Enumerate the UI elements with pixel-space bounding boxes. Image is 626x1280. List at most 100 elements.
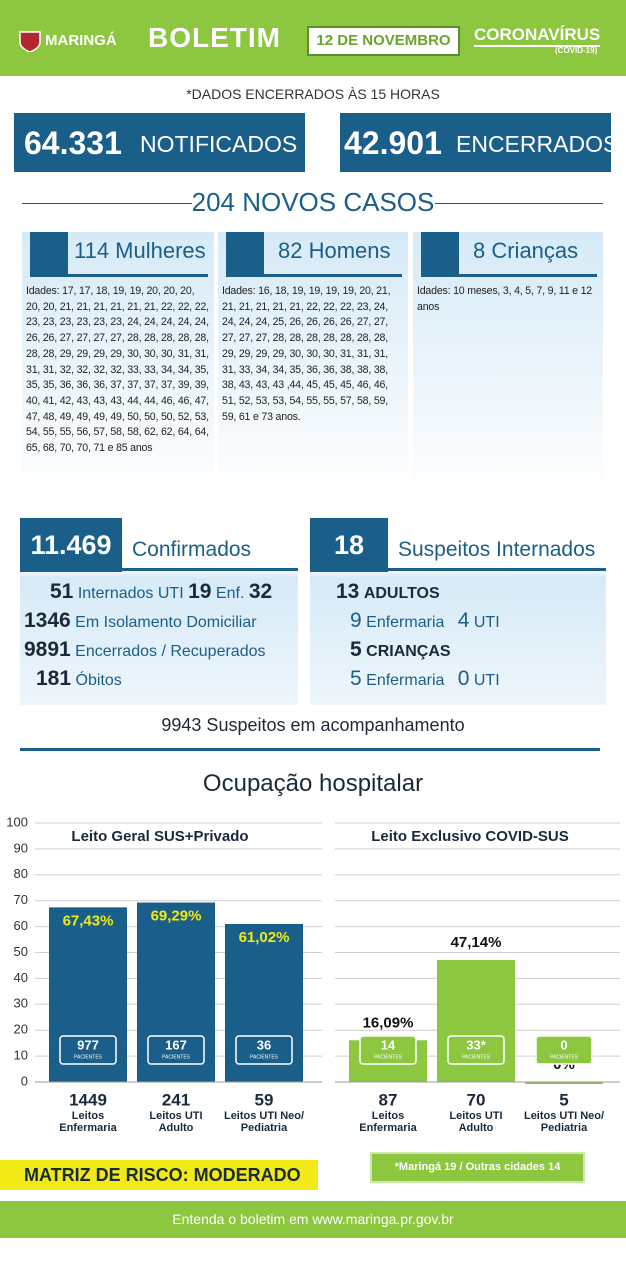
risk-level: MATRIZ DE RISCO: MODERADO — [0, 1160, 318, 1190]
y-tick-label: 20 — [14, 1022, 28, 1037]
patients-count: 977 — [77, 1037, 99, 1052]
group-title: 82 Homens — [278, 238, 391, 263]
suspects-value: 18 — [310, 518, 388, 572]
y-tick-label: 70 — [14, 892, 28, 907]
total-box: 42.901 ENCERRADOS — [340, 113, 618, 172]
x-tick-label: Leitos Enfermaria — [359, 1110, 417, 1134]
confirmed-row: 51 Internados UTI 19 Enf. 32 — [50, 580, 272, 604]
data-note: *DADOS ENCERRADOS ÀS 15 HORAS — [186, 86, 440, 102]
patients-caption: PACIENTES — [550, 1054, 579, 1060]
suspects-label: Suspeitos Internados — [398, 538, 596, 561]
total-label: NOTIFICADOS — [140, 131, 298, 157]
group-ages: Idades: 17, 17, 18, 19, 19, 20, 20, 20, … — [26, 285, 209, 455]
patients-box — [59, 1035, 117, 1065]
city-logo — [19, 31, 41, 52]
x-tick-label: Leitos UTI Adulto — [449, 1110, 503, 1134]
value-label: 47,14% — [451, 934, 502, 951]
man-icon — [226, 232, 264, 274]
bar — [525, 1082, 603, 1084]
count: 32 — [248, 580, 273, 603]
count: 19 — [188, 580, 212, 603]
group-title: 114 Mulheres — [74, 238, 206, 263]
rule — [388, 568, 606, 571]
group-card: 8 Crianças Idades: 10 meses, 3, 4, 5, 7, … — [413, 232, 603, 500]
count: 9891 — [24, 638, 71, 661]
rule — [122, 568, 298, 571]
count: 13 — [336, 580, 360, 603]
beds-count: 87 — [379, 1090, 398, 1109]
label: Enfermaria — [366, 672, 445, 689]
beds-count: 5 — [559, 1090, 568, 1109]
x-tick-label: Leitos UTI Adulto — [149, 1110, 203, 1134]
rule — [226, 274, 402, 277]
value-label: 67,43% — [63, 912, 114, 929]
label: UTI — [157, 585, 184, 602]
new-cases: 204 NOVOS CASOS — [191, 187, 435, 217]
value-label: 69,29% — [151, 908, 202, 925]
count: 181 — [36, 667, 72, 690]
y-tick-label: 80 — [14, 866, 28, 881]
topic: CORONAVÍRUS — [474, 25, 601, 47]
patients-count: 167 — [165, 1037, 187, 1052]
covid-note: *Maringá 19 / Outras cidades 14 — [370, 1152, 585, 1183]
y-tick-label: 100 — [6, 814, 28, 829]
group-card: 114 Mulheres Idades: 17, 17, 18, 19, 19, … — [22, 232, 214, 500]
y-tick-label: 30 — [14, 996, 28, 1011]
x-tick-label: Leitos Enfermaria — [59, 1110, 117, 1134]
y-tick-label: 50 — [14, 944, 28, 959]
beds-count: 70 — [467, 1090, 486, 1109]
rule — [421, 274, 597, 277]
group-title: 8 Crianças — [473, 238, 579, 263]
suspects-row: 5 Enfermaria 0 UTI — [350, 667, 500, 691]
group-ages: Idades: 16, 18, 19, 19, 19, 19, 20, 21, … — [222, 285, 391, 423]
label: UTI — [473, 614, 500, 631]
patients-count: 33* — [466, 1037, 486, 1052]
group-ages: Idades: 10 meses, 3, 4, 5, 7, 9, 11 e 12… — [417, 285, 592, 313]
beds-count: 1449 — [69, 1090, 107, 1109]
label: CRIANÇAS — [366, 643, 451, 660]
label: UTI — [473, 672, 500, 689]
patients-box — [235, 1035, 293, 1065]
date: 12 DE NOVEMBRO — [307, 26, 460, 56]
patients-caption: PACIENTES — [250, 1054, 279, 1060]
label: Encerrados / Recuperados — [75, 643, 266, 660]
label: Em Isolamento Domiciliar — [75, 614, 257, 631]
patients-count: 0 — [560, 1037, 567, 1052]
y-tick-label: 40 — [14, 970, 28, 985]
patients-caption: PACIENTES — [74, 1054, 103, 1060]
rule — [435, 203, 603, 204]
label: ADULTOS — [363, 585, 440, 602]
count: 0 — [457, 667, 470, 690]
suspects-row: 9 Enfermaria 4 UTI — [350, 609, 500, 633]
patients-caption: PACIENTES — [462, 1054, 491, 1060]
beds-count: 59 — [255, 1090, 274, 1109]
beds-count: 241 — [162, 1090, 190, 1109]
x-tick-label: Leitos UTI Neo/ Pediatria — [223, 1110, 305, 1134]
value-label: 61,02% — [239, 929, 290, 946]
confirmed-row: 9891 Encerrados / Recuperados — [24, 638, 266, 662]
y-tick-label: 60 — [14, 918, 28, 933]
confirmed-label: Confirmados — [132, 538, 252, 561]
rule — [20, 748, 600, 751]
label: Internados — [77, 585, 154, 602]
patients-box — [147, 1035, 205, 1065]
y-tick-label: 10 — [14, 1048, 28, 1063]
panel-title: Leito Geral SUS+Privado — [71, 828, 248, 845]
x-tick-label: Leitos UTI Neo/ Pediatria — [523, 1110, 605, 1134]
monitoring: 9943 Suspeitos em acompanhamento — [161, 715, 465, 735]
occupancy-title: Ocupação hospitalar — [202, 770, 424, 797]
suspects-row: 13 ADULTOS — [336, 580, 440, 604]
patients-count: 14 — [381, 1037, 396, 1052]
count: 5 — [350, 638, 362, 661]
label: Óbitos — [75, 672, 122, 689]
total-value: 64.331 — [24, 125, 122, 161]
patients-caption: PACIENTES — [374, 1054, 403, 1060]
panel-title: Leito Exclusivo COVID-SUS — [371, 828, 569, 845]
city: MARINGÁ — [45, 32, 117, 49]
total-box: 64.331 NOTIFICADOS — [14, 113, 305, 172]
patients-count: 36 — [257, 1037, 271, 1052]
y-tick-label: 0 — [21, 1073, 28, 1088]
suspects-row: 5 CRIANÇAS — [350, 638, 451, 662]
